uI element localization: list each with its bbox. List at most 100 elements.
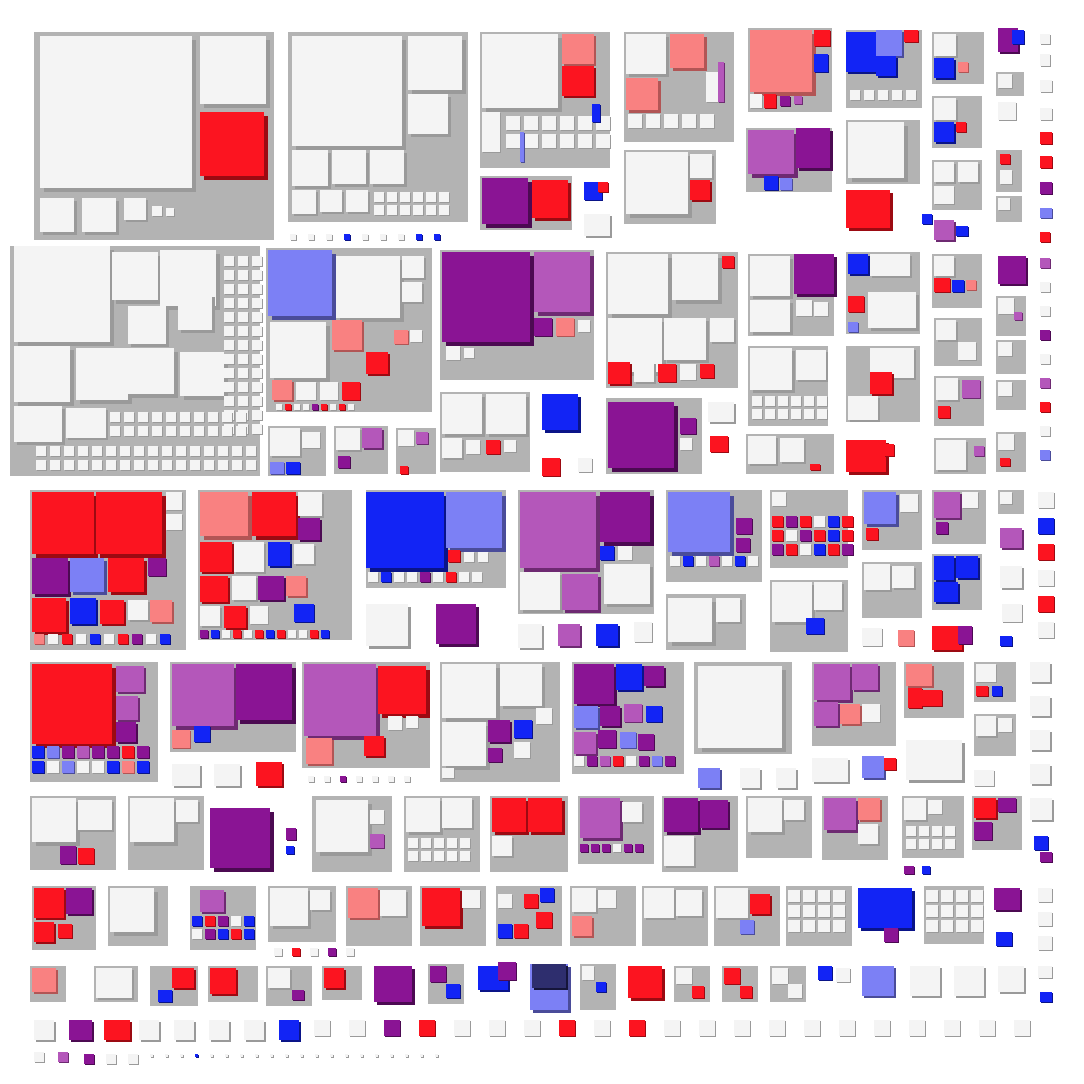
treemap-leaf-334 xyxy=(998,298,1014,314)
treemap-leaf-307 xyxy=(804,409,814,419)
treemap-leaf-177 xyxy=(152,412,162,422)
cluster-r7-f xyxy=(322,966,362,1000)
treemap-leaf-23 xyxy=(374,205,384,215)
treemap-leaf-560 xyxy=(852,664,878,690)
treemap-leaf-664 xyxy=(328,948,336,956)
treemap-leaf-315 xyxy=(868,292,916,328)
treemap-leaf-443 xyxy=(814,516,825,527)
treemap-leaf-284 xyxy=(700,364,714,378)
treemap-leaf-20 xyxy=(413,192,423,202)
treemap-leaf-517 xyxy=(364,736,384,756)
treemap-leaf-542 xyxy=(646,706,662,722)
treemap-leaf-507 xyxy=(172,664,234,726)
treemap-leaf-529 xyxy=(442,722,486,766)
treemap-leaf-273 xyxy=(578,458,592,472)
treemap-leaf-476 xyxy=(1000,492,1012,504)
treemap-leaf-138 xyxy=(224,270,234,280)
cluster-r3-j xyxy=(862,562,922,618)
cluster-r4-a xyxy=(30,662,158,782)
treemap-leaf-164 xyxy=(252,382,262,392)
cluster-r5-g xyxy=(662,796,738,872)
treemap-leaf-717 xyxy=(172,968,194,988)
treemap-leaf-371 xyxy=(160,634,170,644)
treemap-leaf-89 xyxy=(850,90,860,100)
treemap-leaf-593 xyxy=(370,834,384,848)
cluster-r3-i xyxy=(862,490,922,550)
treemap-leaf-232 xyxy=(366,352,388,374)
treemap-leaf-153 xyxy=(224,340,234,350)
cluster-r4-b xyxy=(170,662,296,752)
cluster-r1-g xyxy=(748,28,832,112)
treemap-leaf-715 xyxy=(32,968,56,992)
cluster-r5-e xyxy=(490,796,568,872)
treemap-leaf-253 xyxy=(362,428,382,448)
treemap-leaf-737 xyxy=(772,968,788,984)
treemap-leaf-729 xyxy=(532,964,566,988)
treemap-leaf-131 xyxy=(128,348,174,394)
treemap-leaf-194 xyxy=(36,446,46,456)
treemap-leaf-651 xyxy=(218,916,228,926)
treemap-leaf-621 xyxy=(784,800,804,820)
treemap-leaf-604 xyxy=(447,851,457,861)
treemap-leaf-769 xyxy=(375,1054,378,1057)
cluster-r2-a xyxy=(10,246,262,476)
treemap-leaf-14 xyxy=(292,190,316,214)
treemap-leaf-row8-4 xyxy=(174,1020,194,1040)
treemap-leaf-599 xyxy=(447,838,457,848)
treemap-leaf-99 xyxy=(958,62,968,72)
treemap-leaf-70 xyxy=(718,62,724,102)
treemap-leaf-289 xyxy=(710,436,728,452)
treemap-leaf-95 xyxy=(846,190,890,228)
treemap-leaf-547 xyxy=(574,756,584,766)
treemap-leaf-683 xyxy=(740,920,754,934)
treemap-leaf-345 xyxy=(1040,378,1050,388)
treemap-leaf-661 xyxy=(274,948,282,956)
treemap-leaf-391 xyxy=(233,630,241,638)
treemap-leaf-516 xyxy=(306,738,332,764)
treemap-leaf-395 xyxy=(277,630,285,638)
treemap-leaf-286 xyxy=(680,418,696,434)
treemap-leaf-754 xyxy=(150,1054,153,1057)
cluster-r2-l xyxy=(746,434,834,474)
treemap-leaf-591 xyxy=(316,800,368,852)
treemap-leaf-189 xyxy=(180,426,190,436)
treemap-leaf-434 xyxy=(722,556,732,566)
treemap-leaf-58 xyxy=(584,182,602,200)
treemap-leaf-85 xyxy=(846,32,876,72)
treemap-leaf-681 xyxy=(716,888,748,918)
cluster-r1-o xyxy=(996,150,1022,192)
treemap-leaf-620 xyxy=(748,798,782,832)
treemap-leaf-472 xyxy=(956,556,978,578)
treemap-leaf-280 xyxy=(608,362,630,384)
treemap-leaf-670 xyxy=(498,894,512,908)
cluster-r3-f xyxy=(666,594,746,650)
cluster-r1-f xyxy=(624,150,716,224)
treemap-leaf-458 xyxy=(772,582,812,622)
treemap-leaf-235 xyxy=(320,382,338,400)
treemap-leaf-487 xyxy=(32,664,112,744)
treemap-leaf-376 xyxy=(200,542,232,572)
treemap-leaf-509 xyxy=(172,730,190,748)
treemap-leaf-656 xyxy=(218,929,228,939)
cluster-r6-h xyxy=(570,886,636,946)
treemap-leaf-148 xyxy=(238,312,248,322)
treemap-leaf-81 xyxy=(748,130,794,174)
treemap-leaf-556 xyxy=(698,768,720,788)
treemap-leaf-422 xyxy=(604,564,650,604)
cluster-r7-c xyxy=(150,966,198,1006)
treemap-leaf-4 xyxy=(82,198,116,232)
treemap-leaf-742 xyxy=(910,966,940,996)
treemap-leaf-731 xyxy=(596,982,606,992)
treemap-leaf-346 xyxy=(1040,402,1050,412)
treemap-leaf-119 xyxy=(1040,132,1052,144)
cluster-r5-j xyxy=(902,796,964,858)
treemap-leaf-281 xyxy=(634,362,654,382)
treemap-leaf-316 xyxy=(848,322,858,332)
treemap-leaf-755 xyxy=(165,1054,168,1057)
treemap-leaf-220 xyxy=(176,460,186,470)
treemap-leaf-722 xyxy=(324,968,344,988)
treemap-leaf-158 xyxy=(252,354,262,364)
treemap-leaf-row8-26 xyxy=(944,1020,960,1036)
cluster-r5-i xyxy=(822,796,888,860)
treemap-leaf-100 xyxy=(934,98,956,120)
